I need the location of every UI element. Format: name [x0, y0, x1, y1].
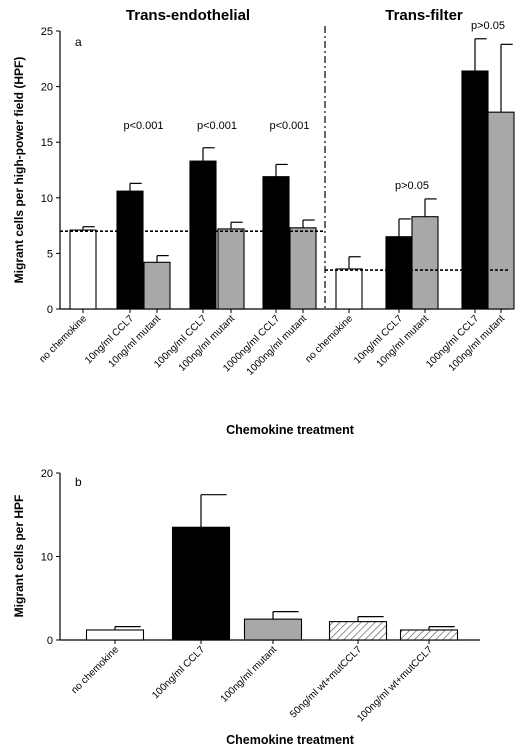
y-tick-label: 10 [41, 193, 53, 205]
panel-label-b: b [75, 475, 82, 489]
category-label: 100ng/ml mutant [219, 644, 280, 705]
y-tick-label: 5 [47, 248, 53, 260]
bar [85, 629, 145, 641]
group-title-trans-endothelial: Trans-endothelial [126, 7, 250, 24]
bar [289, 227, 317, 310]
category-label: no chemokine [303, 313, 355, 365]
y-tick-label: 0 [47, 635, 53, 647]
y-tick-label: 20 [41, 82, 53, 94]
bar [116, 190, 144, 310]
y-tick-label: 15 [41, 137, 53, 149]
bar [328, 621, 388, 641]
category-label: 50ng/ml wt+mutCCL7 [288, 644, 364, 720]
bar [243, 618, 303, 641]
bar [461, 70, 489, 310]
p-value-annotation: p<0.001 [123, 120, 163, 132]
bar [69, 229, 97, 310]
p-value-annotation: p<0.001 [197, 120, 237, 132]
category-label: no chemokine [69, 644, 121, 696]
bar [399, 629, 459, 641]
p-value-annotation: p>0.05 [471, 20, 505, 32]
bar [171, 526, 231, 641]
x-axis-label-b: Chemokine treatment [226, 733, 355, 747]
bar [335, 268, 363, 310]
y-axis-label-a: Migrant cells per high-power field (HPF) [12, 57, 26, 284]
y-axis-label-b: Migrant cells per HPF [12, 495, 26, 618]
panel-label-a: a [75, 35, 82, 49]
y-tick-label: 0 [47, 304, 53, 316]
category-label: 100ng/ml CCL7 [150, 644, 207, 701]
y-tick-label: 10 [41, 552, 53, 564]
bar [411, 216, 439, 310]
p-value-annotation: p>0.05 [395, 180, 429, 192]
y-tick-label: 25 [41, 26, 53, 38]
bar [143, 261, 171, 310]
bar [189, 160, 217, 310]
bar [217, 228, 245, 310]
p-value-annotation: p<0.001 [269, 120, 309, 132]
group-title-trans-filter: Trans-filter [385, 7, 463, 24]
bar [487, 111, 515, 310]
category-label: no chemokine [37, 313, 89, 365]
bar [262, 176, 290, 310]
y-tick-label: 20 [41, 468, 53, 480]
x-axis-label-a: Chemokine treatment [226, 423, 355, 437]
category-label: 100ng/ml wt+mutCCL7 [355, 644, 435, 724]
chart-b: 0 10 20 no chemokine 100ng/ml CCL7 100ng/ml m… [41, 468, 480, 724]
bar [385, 236, 413, 310]
